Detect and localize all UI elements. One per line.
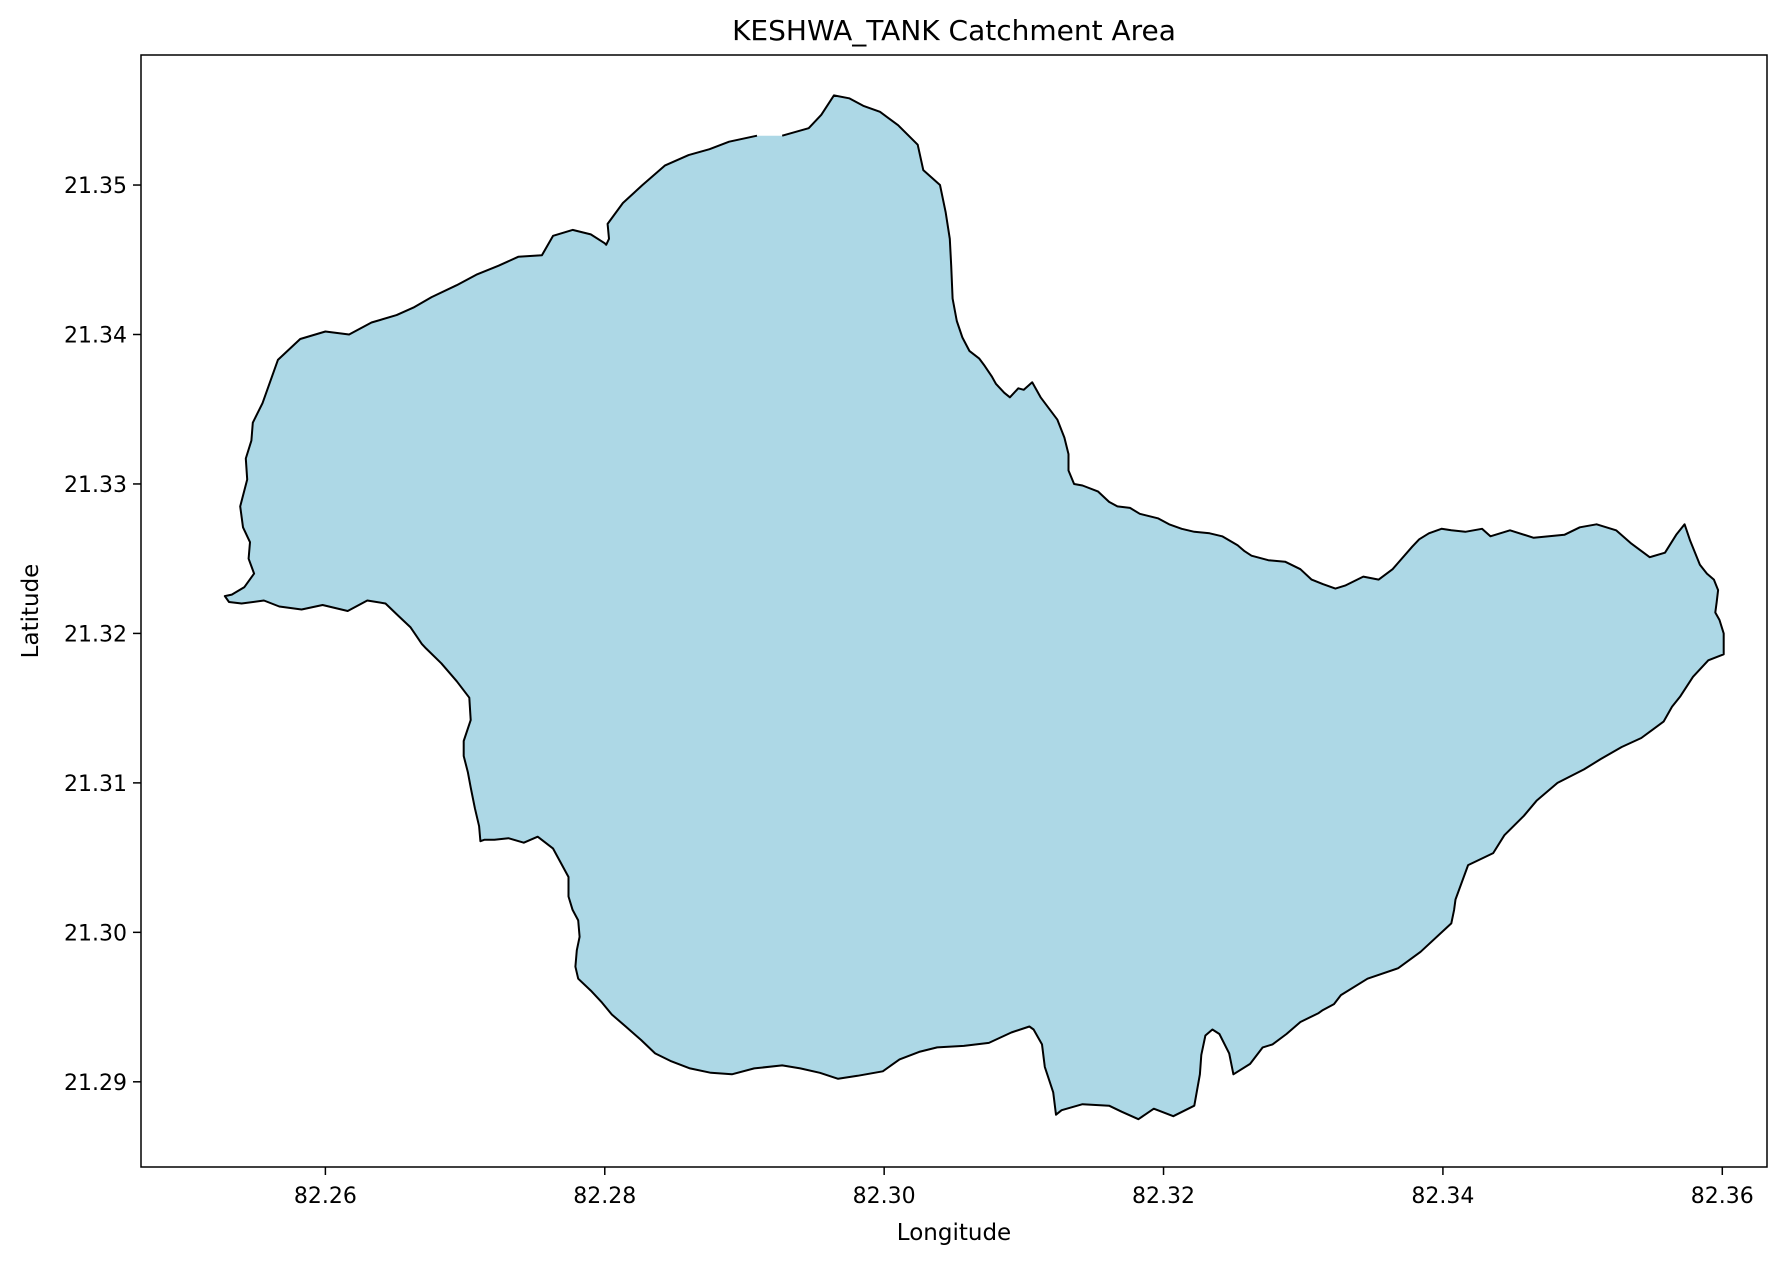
chart-title: KESHWA_TANK Catchment Area bbox=[732, 14, 1176, 47]
x-axis: 82.26 82.28 82.30 82.32 82.34 82.36 bbox=[294, 1167, 1754, 1209]
y-tick-label: 21.32 bbox=[64, 622, 127, 647]
y-tick-label: 21.29 bbox=[64, 1071, 127, 1096]
x-tick-label: 82.36 bbox=[1691, 1184, 1754, 1209]
x-tick-label: 82.34 bbox=[1411, 1184, 1474, 1209]
x-tick-label: 82.32 bbox=[1132, 1184, 1195, 1209]
catchment-area-polygon bbox=[223, 94, 1725, 1121]
axes-frame bbox=[140, 54, 1768, 1168]
x-tick-label: 82.26 bbox=[294, 1184, 357, 1209]
y-tick-label: 21.31 bbox=[64, 772, 127, 797]
y-tick-label: 21.30 bbox=[64, 921, 127, 946]
y-axis-label: Latitude bbox=[18, 564, 44, 659]
plot-area bbox=[223, 94, 1725, 1121]
x-tick-label: 82.28 bbox=[573, 1184, 636, 1209]
y-tick-label: 21.35 bbox=[64, 174, 127, 199]
x-axis-label: Longitude bbox=[897, 1220, 1011, 1246]
y-axis: 21.29 21.30 21.31 21.32 21.33 21.34 21.35 bbox=[64, 174, 141, 1096]
x-tick-label: 82.30 bbox=[853, 1184, 916, 1209]
y-tick-label: 21.33 bbox=[64, 473, 127, 498]
y-tick-label: 21.34 bbox=[64, 323, 127, 348]
